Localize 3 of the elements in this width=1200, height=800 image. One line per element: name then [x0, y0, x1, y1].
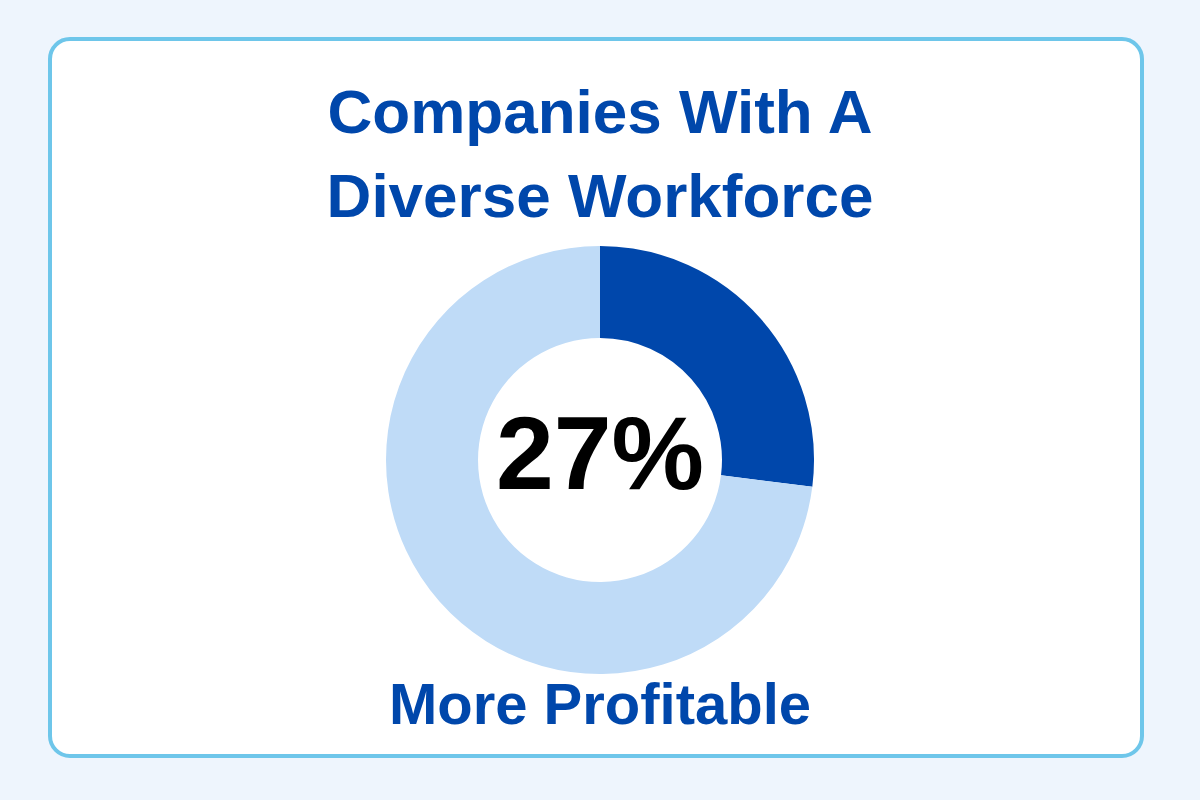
- data-label: 27%: [495, 394, 705, 511]
- text: More Profitable: [387, 670, 813, 737]
- chart-title: Companies With A Diverse Workforce: [325, 76, 875, 232]
